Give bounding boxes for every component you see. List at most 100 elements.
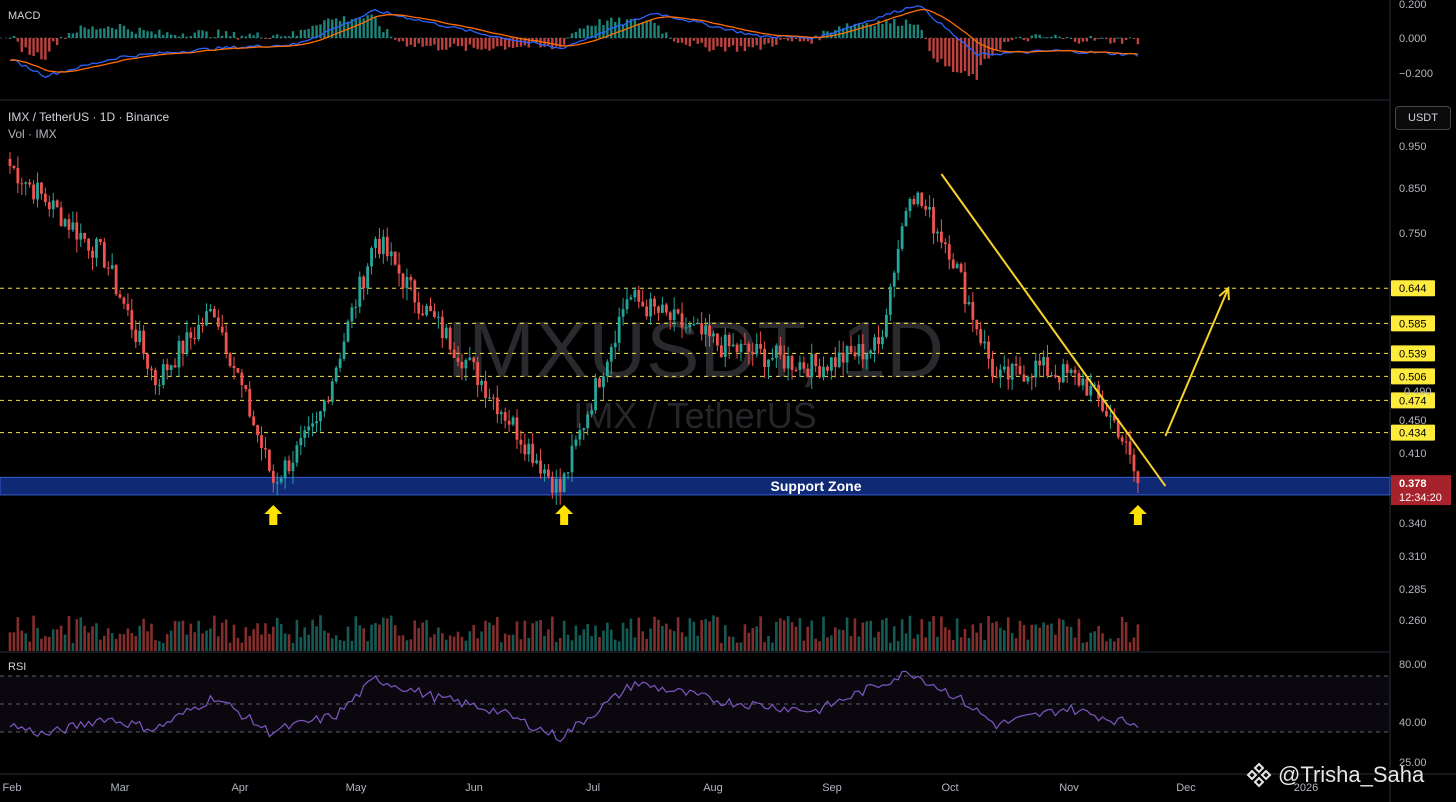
volume-bar — [535, 621, 538, 651]
candle-body — [794, 369, 798, 371]
volume-bar — [877, 631, 880, 651]
macd-histogram-bar — [771, 38, 774, 47]
candle-body — [1089, 385, 1093, 396]
macd-histogram-bar — [193, 32, 196, 38]
candle-body — [1077, 373, 1081, 386]
level-tag-value: 0.539 — [1399, 348, 1427, 360]
volume-bar — [924, 637, 927, 651]
volume-bar — [720, 642, 723, 651]
volume-bar — [28, 641, 31, 651]
volume-bar — [751, 627, 755, 651]
volume-bar — [48, 636, 51, 651]
volume-bar — [621, 622, 625, 651]
macd-histogram-bar — [783, 38, 786, 39]
candle-body — [440, 316, 444, 339]
price-axis[interactable]: 0.644 0.585 0.539 0.506 0.474 0.434 0.378 12:34… — [3, 0, 1451, 794]
candle-body — [967, 302, 971, 305]
level-tag — [1391, 392, 1435, 409]
candle-body — [16, 168, 20, 184]
currency-button[interactable]: USDT — [1395, 106, 1451, 130]
macd-histogram-bar — [1081, 38, 1085, 42]
macd-histogram-bar — [971, 38, 975, 74]
volume-bar — [1101, 633, 1104, 651]
macd-histogram-bar — [323, 20, 326, 38]
last-price-tag — [1391, 475, 1451, 506]
macd-label[interactable]: MACD — [8, 10, 41, 22]
volume-bar — [1034, 624, 1038, 651]
rsi-label[interactable]: RSI — [8, 661, 27, 673]
candle-body — [142, 330, 146, 354]
candle-body — [763, 348, 766, 367]
macd-histogram-bar — [142, 30, 145, 38]
candle-body — [287, 460, 291, 472]
volume-bar — [1093, 631, 1096, 651]
candle-body — [814, 354, 818, 367]
macd-histogram-bar — [637, 23, 640, 38]
volume-bar — [161, 642, 165, 651]
volume-bar — [983, 640, 986, 651]
author-credit: @Trisha_Saha — [1246, 762, 1424, 788]
volume-bar — [999, 627, 1002, 651]
macd-histogram-bar — [268, 38, 271, 39]
candle-body — [1081, 378, 1085, 386]
macd-histogram-bar — [126, 29, 130, 38]
candle-body — [417, 302, 421, 314]
candle-body — [24, 182, 28, 184]
volume-bar — [193, 632, 197, 651]
macd-histogram-bar — [232, 31, 236, 38]
macd-histogram-bar — [1034, 34, 1037, 38]
level-tag — [1391, 424, 1435, 441]
candle-body — [378, 238, 381, 254]
candle-body — [1042, 357, 1045, 366]
candle-body — [248, 388, 252, 417]
volume-bar — [680, 632, 684, 651]
symbol-title[interactable]: IMX / TetherUS · 1D · Binance — [8, 110, 170, 124]
rsi-band — [0, 676, 1390, 732]
macd-histogram-bar — [366, 15, 369, 38]
candlesticks[interactable] — [8, 152, 1140, 505]
macd-histogram-bar — [519, 38, 523, 47]
rsi-line — [9, 670, 1139, 743]
macd-histogram-bar — [680, 38, 684, 43]
candle-body — [216, 317, 220, 327]
candle-body — [264, 448, 267, 450]
candle-body — [558, 478, 562, 493]
volume-bar — [602, 630, 605, 651]
volume-bar — [881, 619, 884, 651]
volume-bar — [142, 618, 145, 651]
macd-tick-label: 0.200 — [1399, 0, 1427, 11]
macd-histogram-bar — [1065, 36, 1069, 38]
candle-body — [55, 200, 59, 208]
macd-histogram-bar — [433, 38, 436, 45]
volume-bar — [672, 630, 676, 651]
candle-body — [621, 309, 625, 317]
candle-body — [436, 316, 440, 318]
volume-bar — [1113, 641, 1116, 651]
volume-bar — [240, 642, 244, 651]
candle-body — [1034, 360, 1038, 378]
volume-bar — [802, 640, 806, 651]
candle-body — [1026, 376, 1030, 382]
volume-bar — [539, 619, 542, 651]
volume-bar — [323, 630, 326, 651]
volume-label[interactable]: Vol · IMX — [8, 127, 57, 141]
volume-bar — [1042, 622, 1045, 651]
volume-bar — [1077, 618, 1081, 651]
volume-bar — [507, 634, 511, 651]
volume-bar — [826, 637, 829, 651]
candle-body — [36, 182, 39, 200]
price-tick-label: 0.850 — [1399, 183, 1427, 195]
macd-histogram-bar — [118, 24, 122, 38]
volume-bar — [1006, 617, 1010, 651]
candle-body — [708, 325, 711, 337]
countdown-value: 12:34:20 — [1399, 492, 1442, 504]
level-tag — [1391, 315, 1435, 332]
volume-bar — [633, 637, 637, 651]
candle-body — [197, 324, 201, 340]
macd-histogram-bar — [472, 38, 475, 48]
candle-body — [330, 381, 334, 402]
volume-bar — [653, 616, 656, 651]
